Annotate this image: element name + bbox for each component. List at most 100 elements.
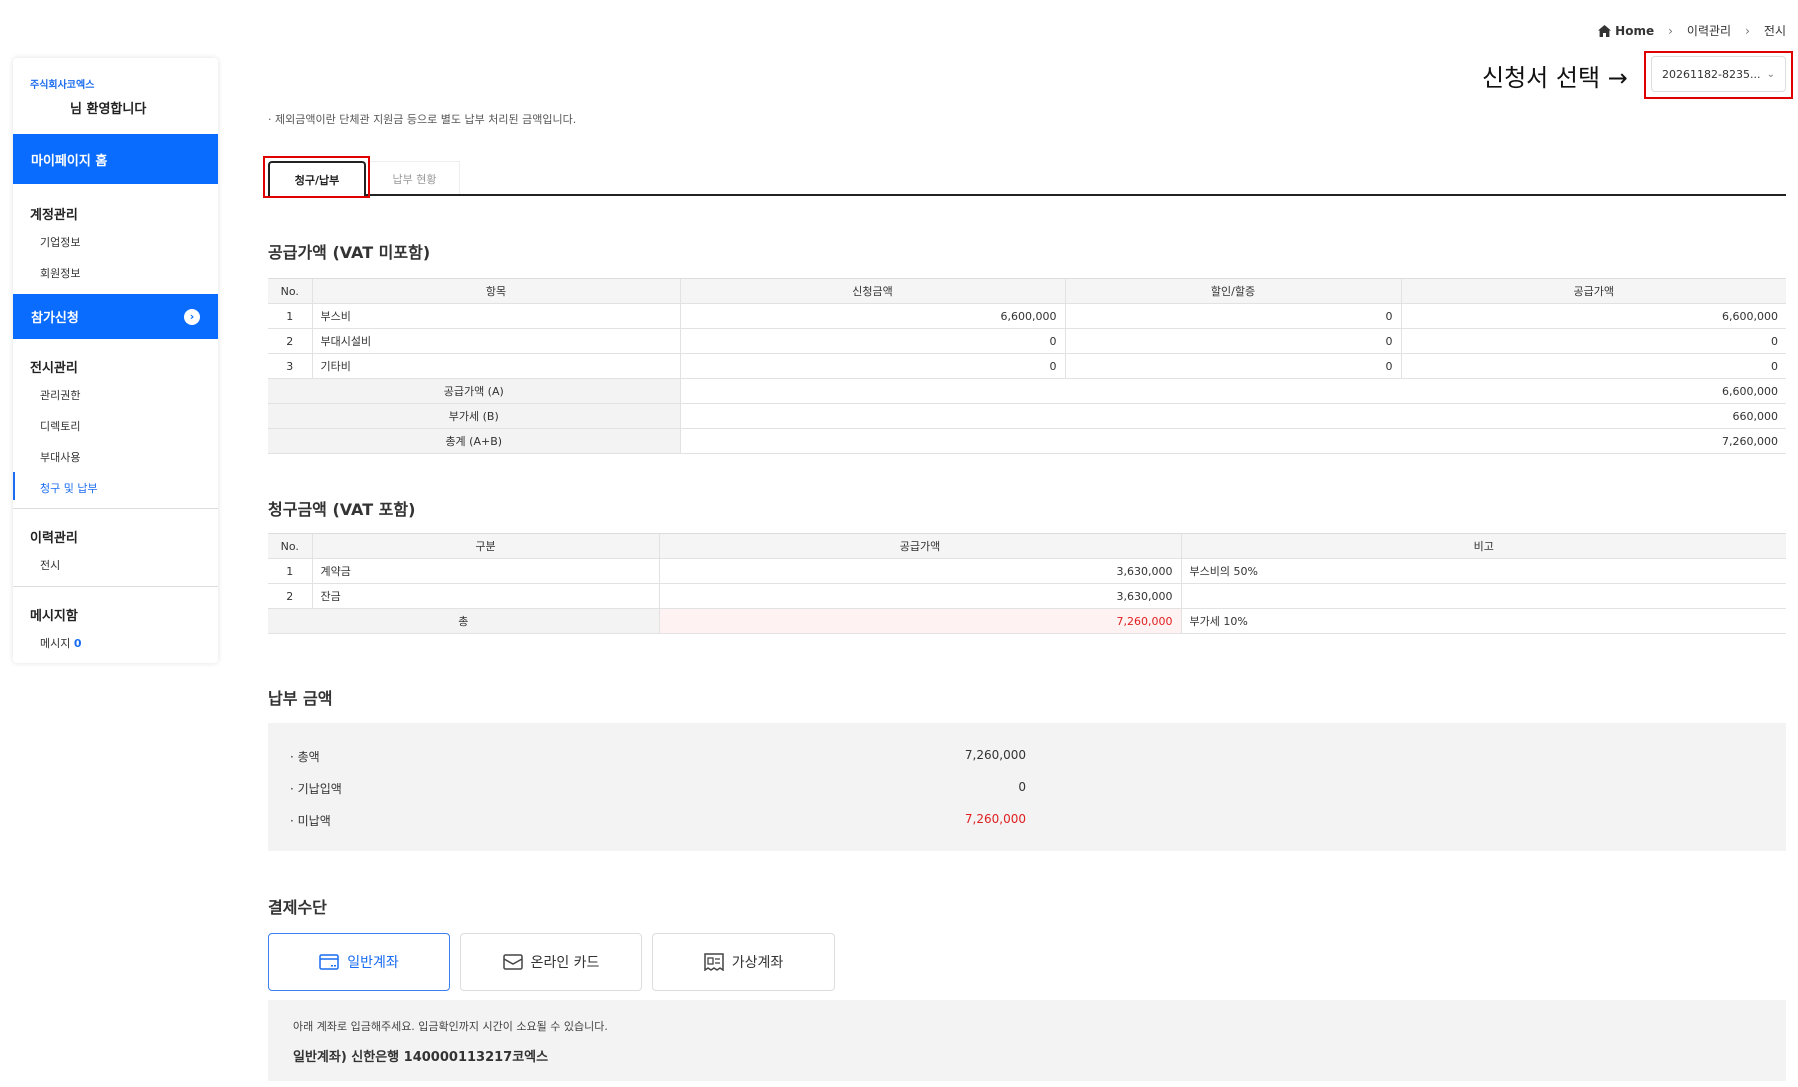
table-row: 2 잔금 3,630,000	[268, 583, 1786, 609]
cell: 총계 (A+B)	[268, 428, 680, 454]
sidebar-item-mypage-home[interactable]: 마이페이지 홈	[13, 134, 218, 184]
label: · 총액	[290, 750, 320, 764]
receipt-icon	[703, 953, 724, 971]
col-remark: 비고	[1180, 533, 1786, 559]
cell: 0	[1064, 303, 1401, 329]
breadcrumb-home[interactable]: Home	[1598, 24, 1654, 38]
sidebar-section-exhibit: 전시관리	[30, 361, 78, 376]
col-supply: 공급가액	[1400, 278, 1786, 304]
sidebar-item-company-info[interactable]: 기업정보	[40, 236, 81, 249]
cell: 6,600,000	[679, 303, 1065, 329]
table-header: No. 항목 신청금액 할인/할증 공급가액	[268, 278, 1786, 304]
cell: 0	[1064, 353, 1401, 379]
method-virtual-account-button[interactable]: 가상계좌	[652, 933, 835, 991]
chevron-right-icon: ›	[1668, 23, 1673, 38]
application-select-dropdown[interactable]: 20261182-8235... ⌄	[1651, 56, 1786, 92]
sidebar-item-permissions[interactable]: 관리권한	[40, 389, 81, 402]
col-no: No.	[268, 533, 312, 559]
col-supply: 공급가액	[658, 533, 1181, 559]
payment-title: 납부 금액	[268, 689, 333, 708]
summary-row: 공급가액 (A) 6,600,000	[268, 378, 1786, 404]
cell: 계약금	[311, 558, 659, 584]
table-row: 2 부대시설비 0 0 0	[268, 328, 1786, 354]
summary-row: 부가세 (B) 660,000	[268, 403, 1786, 429]
col-discount: 할인/할증	[1064, 278, 1401, 304]
cell: 부가세 (B)	[268, 403, 680, 429]
breadcrumb: Home › 이력관리 › 전시	[1598, 22, 1786, 39]
cell: 총	[268, 608, 659, 634]
sidebar-section-account: 계정관리	[30, 208, 78, 223]
highlight-box	[263, 156, 370, 198]
supply-title: 공급가액 (VAT 미포함)	[268, 243, 431, 262]
tab-underline	[268, 194, 1786, 196]
value: 0	[1018, 780, 1026, 794]
cell: 1	[268, 303, 312, 329]
sidebar-item-apply[interactable]: 참가신청 ›	[13, 294, 218, 339]
tab-payment-status[interactable]: 납부 현황	[369, 161, 460, 196]
chevron-right-icon: ›	[184, 308, 200, 325]
cell: 3,630,000	[658, 558, 1181, 584]
chevron-down-icon: ⌄	[1766, 68, 1775, 80]
cell: 7,260,000	[658, 608, 1181, 634]
table-row: 1 부스비 6,600,000 0 6,600,000	[268, 303, 1786, 329]
sidebar-item-directory[interactable]: 디렉토리	[40, 420, 81, 433]
sidebar-item-billing[interactable]: 청구 및 납부	[40, 482, 98, 495]
sidebar-section-history: 이력관리	[30, 531, 78, 546]
supply-table: No. 항목 신청금액 할인/할증 공급가액 1 부스비 6,600,000 0 6,6…	[268, 278, 1786, 454]
sidebar-section-message: 메시지함	[30, 609, 78, 624]
chevron-right-icon: ›	[1745, 23, 1750, 38]
sidebar-item-facility-use[interactable]: 부대사용	[40, 451, 81, 464]
button-label: 온라인 카드	[530, 955, 600, 971]
home-icon	[1598, 24, 1612, 37]
label: · 미납액	[290, 814, 331, 828]
sidebar: 주식회사코엑스 님 환영합니다 마이페이지 홈 계정관리 기업정보 회원정보 참…	[13, 58, 218, 663]
account-info-box: 아래 계좌로 입금해주세요. 입금확인까지 시간이 소요될 수 있습니다. 일반…	[268, 1000, 1786, 1081]
col-type: 구분	[311, 533, 659, 559]
sidebar-item-label: 메시지	[40, 637, 71, 650]
cell: 2	[268, 328, 312, 354]
cell: 0	[1400, 328, 1786, 354]
sidebar-item-member-info[interactable]: 회원정보	[40, 267, 81, 280]
message-count: 0	[73, 637, 82, 650]
company-name: 주식회사코엑스	[30, 80, 95, 91]
value: 7,260,000	[964, 812, 1026, 826]
cell: 기타비	[311, 353, 680, 379]
welcome-text: 님 환영합니다	[70, 102, 147, 117]
breadcrumb-label: Home	[1615, 23, 1655, 38]
cell: 6,600,000	[1400, 303, 1786, 329]
table-row: 3 기타비 0 0 0	[268, 353, 1786, 379]
cell: 3,630,000	[658, 583, 1181, 609]
cell: 0	[1400, 353, 1786, 379]
cell: 0	[679, 328, 1065, 354]
cell: 부가세 10%	[1180, 608, 1786, 634]
deposit-notice: 아래 계좌로 입금해주세요. 입금확인까지 시간이 소요될 수 있습니다.	[293, 1020, 608, 1033]
bank-card-icon	[319, 954, 339, 970]
method-bank-transfer-button[interactable]: 일반계좌	[268, 933, 450, 991]
divider	[13, 586, 218, 587]
method-online-card-button[interactable]: 온라인 카드	[460, 933, 642, 991]
tab-billing-payment[interactable]: 청구/납부	[268, 161, 366, 196]
label: · 기납입액	[290, 782, 342, 796]
cell: 부스비	[311, 303, 680, 329]
billing-table: No. 구분 공급가액 비고 1 계약금 3,630,000 부스비의 50% 2 잔금…	[268, 533, 1786, 634]
value: 7,260,000	[964, 748, 1026, 762]
cell: 부스비의 50%	[1180, 558, 1786, 584]
table-header: No. 구분 공급가액 비고	[268, 533, 1786, 559]
cell: 1	[268, 558, 312, 584]
cell: 0	[1064, 328, 1401, 354]
col-item: 항목	[311, 278, 680, 304]
cell: 3	[268, 353, 312, 379]
summary-row: 총계 (A+B) 7,260,000	[268, 428, 1786, 454]
highlight-box	[1644, 51, 1793, 99]
breadcrumb-history[interactable]: 이력관리	[1686, 24, 1732, 38]
sidebar-item-exhibit-history[interactable]: 전시	[40, 559, 61, 572]
application-select-label: 신청서 선택 →	[1482, 64, 1628, 92]
button-label: 일반계좌	[347, 955, 399, 971]
cell: 부대시설비	[311, 328, 680, 354]
dropdown-value: 20261182-8235...	[1662, 67, 1761, 81]
cell: 공급가액 (A)	[268, 378, 680, 404]
active-indicator	[13, 472, 15, 500]
sidebar-item-message[interactable]: 메시지 0	[40, 635, 82, 651]
cell: 6,600,000	[679, 378, 1786, 404]
col-requested: 신청금액	[679, 278, 1065, 304]
